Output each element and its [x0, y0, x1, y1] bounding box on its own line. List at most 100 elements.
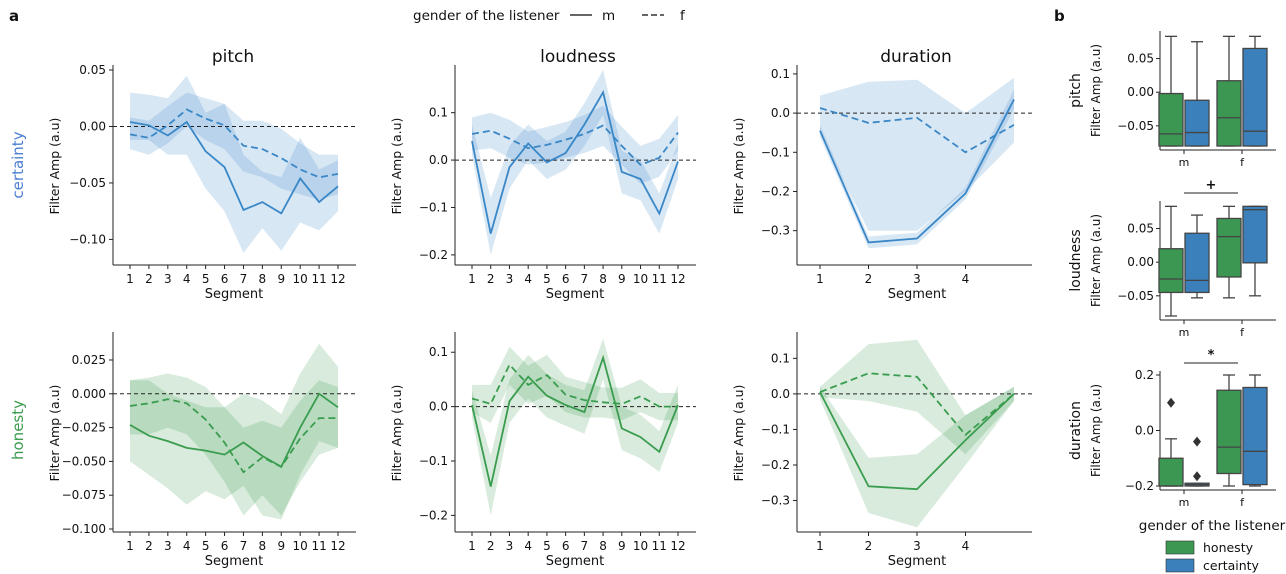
y-tick-label-box-pitch: 0.00	[1127, 85, 1154, 99]
line-m-honesty-pitch	[129, 392, 339, 469]
x-tick-label-honesty-loudness: 5	[543, 539, 551, 553]
y-tick-label-honesty-pitch: −0.075	[62, 488, 106, 502]
box-certainty-f-pitch	[1242, 47, 1268, 147]
x-tick-label-certainty-duration: 1	[816, 272, 824, 286]
x-tick-label-certainty-loudness: 9	[618, 272, 626, 286]
band-f-honesty-duration	[820, 339, 1014, 455]
col-title-pitch: pitch	[212, 47, 254, 67]
y-tick-label-honesty-loudness: 0.1	[429, 345, 448, 359]
row-label-certainty: certainty	[9, 131, 27, 198]
line-m-honesty-loudness	[471, 354, 679, 487]
x-tick-label-certainty-loudness: 7	[581, 272, 589, 286]
box-title-loudness: loudness	[1068, 229, 1084, 291]
x-tick-label-honesty-loudness: 10	[633, 539, 648, 553]
y-tick-label-honesty-pitch: −0.025	[62, 421, 106, 435]
box-panel-duration: −0.2 0.0 0.2 m f duration Filter Amp (a.u) *	[1068, 348, 1276, 509]
box-legend-title: gender of the listener	[1139, 518, 1286, 534]
line-m-certainty-duration	[819, 98, 1015, 244]
x-tick-label-honesty-pitch: 1	[126, 539, 134, 553]
box-ylabel-pitch: Filter Amp (a.u)	[1089, 44, 1103, 137]
col-title-duration: duration	[880, 47, 952, 67]
line-chart-panels: −0.10−0.050.000.051 2 3 4 5 6 7 8 9 10 11 12Segment…	[47, 63, 1032, 569]
line-legend-title: gender of the listener	[413, 8, 560, 24]
x-tick-label-honesty-loudness: 2	[487, 539, 495, 553]
box-certainty-f-loudness	[1242, 205, 1268, 264]
line-m-certainty-loudness	[471, 89, 679, 234]
y-tick-label-certainty-pitch: −0.05	[69, 176, 106, 190]
y-tick-label-box-duration: 0.0	[1135, 424, 1154, 438]
band-f-certainty-pitch	[130, 92, 338, 200]
x-tick-label-certainty-pitch: 2	[145, 272, 153, 286]
box-honesty-m-loudness	[1158, 248, 1184, 294]
y-axis-label-certainty-pitch: Filter Amp (a.u)	[47, 118, 62, 215]
y-tick-label-honesty-pitch: −0.100	[62, 522, 106, 536]
box-title-pitch: pitch	[1068, 73, 1084, 108]
box-honesty-m-duration	[1158, 457, 1184, 487]
x-tick-label-certainty-loudness: 1	[468, 272, 476, 286]
legend-dashed-label: f	[680, 8, 686, 24]
x-tick-label-certainty-loudness: 6	[562, 272, 570, 286]
box-legend-honesty-label: honesty	[1203, 540, 1254, 555]
x-tick-label-honesty-loudness: 7	[581, 539, 589, 553]
x-tick-label-honesty-pitch: 4	[183, 539, 191, 553]
line-f-honesty-duration	[819, 372, 1015, 437]
y-tick-label-honesty-duration: 0.0	[771, 387, 790, 401]
x-tick-label-honesty-pitch: 3	[164, 539, 172, 553]
x-tick-label-honesty-duration: 4	[962, 539, 970, 553]
x-tick-label-certainty-loudness: 5	[543, 272, 551, 286]
x-axis-label-certainty-pitch: Segment	[205, 287, 264, 302]
x-tick-label-honesty-pitch: 8	[259, 539, 267, 553]
line-panel-honesty-loudness: −0.2−0.10.00.11 2 3 4 5 6 7 8 9 10 11 12SegmentFilt…	[389, 332, 696, 569]
line-panel-certainty-pitch: −0.10−0.050.000.051 2 3 4 5 6 7 8 9 10 11 12Segment…	[47, 63, 356, 302]
y-tick-label-certainty-duration: −0.1	[761, 145, 790, 159]
x-tick-label-certainty-duration: 2	[865, 272, 873, 286]
y-tick-label-honesty-loudness: −0.1	[419, 454, 448, 468]
y-axis-label-honesty-duration: Filter Amp (a.u)	[731, 385, 746, 482]
y-tick-label-certainty-pitch: −0.10	[69, 232, 106, 246]
box-ylabel-loudness: Filter Amp (a.u)	[1089, 214, 1103, 307]
band-m-certainty-duration	[820, 89, 1014, 249]
y-tick-label-certainty-duration: 0.1	[771, 67, 790, 81]
x-tick-label-certainty-pitch: 9	[277, 272, 285, 286]
y-tick-label-honesty-loudness: 0.0	[429, 400, 448, 414]
flier-certainty-m-duration	[1193, 471, 1201, 482]
x-tick-label-honesty-loudness: 8	[599, 539, 607, 553]
y-tick-label-certainty-duration: −0.2	[761, 184, 790, 198]
line-m-certainty-pitch	[129, 120, 339, 215]
x-tick-label-honesty-duration: 3	[913, 539, 921, 553]
line-f-certainty-pitch	[129, 108, 339, 179]
band-f-certainty-loudness	[472, 105, 678, 184]
y-tick-label-box-duration: 0.2	[1135, 368, 1154, 382]
y-tick-label-box-loudness: 0.05	[1127, 222, 1154, 236]
box-honesty-f-duration	[1216, 389, 1242, 475]
x-tick-label-certainty-pitch: 11	[311, 272, 326, 286]
x-axis-label-honesty-loudness: Segment	[546, 554, 605, 569]
y-tick-label-box-pitch: 0.05	[1127, 52, 1154, 66]
box-honesty-f-pitch	[1216, 80, 1242, 147]
x-axis-label-certainty-loudness: Segment	[546, 287, 605, 302]
x-tick-label-honesty-loudness: 11	[652, 539, 667, 553]
line-m-honesty-duration	[819, 391, 1015, 491]
y-tick-label-box-loudness: −0.05	[1117, 289, 1154, 303]
col-title-loudness: loudness	[540, 47, 616, 67]
panel-b-label: b	[1054, 7, 1065, 25]
x-tick-label-certainty-pitch: 7	[240, 272, 248, 286]
y-tick-label-honesty-loudness: −0.2	[419, 508, 448, 522]
box-panel-loudness: −0.05 0.00 0.05 m f loudness Filter Amp (a.u) +	[1068, 178, 1276, 339]
box-honesty-f-loudness	[1216, 217, 1242, 278]
x-tick-label-certainty-duration: 4	[962, 272, 970, 286]
x-tick-label-honesty-pitch: 10	[293, 539, 308, 553]
x-tick-label-honesty-pitch: 7	[240, 539, 248, 553]
y-tick-label-certainty-loudness: −0.1	[419, 200, 448, 214]
band-f-honesty-loudness	[472, 346, 678, 423]
box-legend-honesty-swatch	[1165, 540, 1195, 555]
x-tick-label-certainty-pitch: 12	[330, 272, 345, 286]
x-tick-label-honesty-pitch: 12	[330, 539, 345, 553]
y-axis-label-honesty-pitch: Filter Amp (a.u)	[47, 385, 62, 482]
x-tick-label-honesty-pitch: 11	[311, 539, 326, 553]
y-tick-label-honesty-duration: −0.1	[761, 422, 790, 436]
y-tick-label-honesty-pitch: −0.050	[62, 454, 106, 468]
x-tick-label-honesty-loudness: 4	[524, 539, 532, 553]
x-tick-label-certainty-loudness: 10	[633, 272, 648, 286]
y-tick-label-certainty-duration: 0.0	[771, 106, 790, 120]
